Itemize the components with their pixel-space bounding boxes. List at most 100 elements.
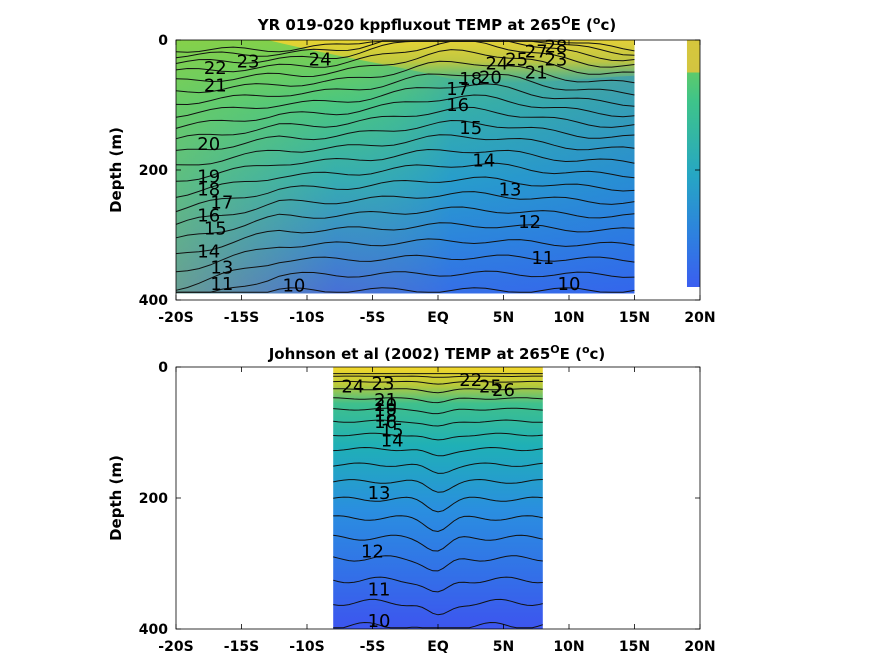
contour-label: 22 — [459, 370, 482, 391]
contour-line — [333, 419, 543, 427]
contour-label: 11 — [210, 274, 233, 295]
contour-line — [333, 375, 543, 378]
contour-label: 20 — [374, 395, 397, 416]
contour-label: 13 — [368, 483, 391, 504]
panel2-title-sup: O — [550, 343, 559, 356]
panel1-title-unit-sup: o — [593, 14, 601, 27]
contour-line — [333, 576, 543, 593]
contour-label: 11 — [368, 580, 391, 601]
contour-line — [175, 206, 635, 239]
panel1-title-end: E ( — [571, 16, 593, 34]
contour-line — [175, 222, 635, 255]
x-tick-label: -5S — [360, 639, 386, 655]
contour-label: 19 — [197, 167, 220, 188]
contour-line — [333, 515, 543, 533]
panel2-title: Johnson et al (2002) TEMP at 265OE (oc) — [268, 343, 606, 363]
contour-label: 24 — [309, 50, 332, 71]
contour-label: 26 — [492, 380, 515, 401]
contour-line — [176, 270, 635, 293]
contour-label: 15 — [381, 421, 404, 442]
contour-label: 16 — [446, 95, 469, 116]
x-tick-label: -20S — [158, 310, 193, 326]
contour-line — [333, 534, 543, 552]
panel1-contour-labels: 23 24222128272425212320181716151413121110… — [197, 37, 580, 297]
x-tick-label: 10N — [553, 639, 584, 655]
x-tick-label: -5S — [360, 310, 386, 326]
panel2-contour-lines — [333, 373, 543, 629]
contour-label: 16 — [374, 412, 397, 433]
contour-label: 18 — [374, 405, 397, 426]
panel1-field-tint — [176, 40, 635, 294]
contour-label: 15 — [204, 219, 227, 240]
panel1-gap — [634, 40, 687, 300]
y-tick-label: 400 — [139, 293, 168, 309]
panel2-ylabel: Depth (m) — [107, 455, 125, 541]
contour-line — [175, 191, 635, 225]
x-tick-label: EQ — [427, 310, 449, 326]
y-tick-label: 0 — [158, 360, 168, 376]
contour-line — [175, 83, 635, 118]
contour-label: 25 — [505, 50, 528, 71]
contour-line — [333, 598, 543, 616]
panel1-field-east-warm — [686, 40, 700, 73]
contour-line — [333, 446, 543, 457]
contour-label: 25 — [479, 377, 502, 398]
contour-line — [175, 238, 635, 273]
contour-label: 21 — [374, 390, 397, 411]
contour-label: 15 — [459, 118, 482, 139]
panel1-ticks: -20S -15S -10S -5S EQ 5N 10N 15N 20N 0 200 400 — [139, 33, 716, 326]
contour-label: 19 — [374, 400, 397, 421]
contour-label: 17 — [446, 79, 469, 100]
contour-label: 21 — [204, 76, 227, 97]
contour-line — [333, 555, 543, 572]
contour-line — [333, 380, 543, 385]
contour-line — [333, 407, 543, 415]
contour-line — [175, 40, 635, 73]
panel1-field — [176, 40, 700, 300]
contour-label: 20 — [479, 68, 502, 89]
contour-line — [333, 496, 543, 513]
contour-line — [175, 60, 635, 94]
x-tick-label: 20N — [684, 310, 715, 326]
panel1-title-main: YR 019-020 kppfluxout TEMP at 265 — [257, 16, 561, 34]
contour-line — [175, 148, 635, 182]
panel1-title: YR 019-020 kppfluxout TEMP at 265OE (oc) — [257, 14, 616, 34]
panel1-title-unit-end: c) — [600, 16, 616, 34]
x-tick-label: EQ — [427, 639, 449, 655]
contour-line — [175, 94, 635, 129]
contour-line — [175, 134, 635, 166]
panel2-title-unit-end: c) — [590, 345, 606, 363]
contour-label: 13 — [499, 180, 522, 201]
contour-label: 22 — [204, 58, 227, 79]
contour-label: 28 — [544, 37, 567, 58]
contour-label: 12 — [518, 212, 541, 233]
contour-line — [333, 397, 543, 404]
contour-label: 11 — [531, 248, 554, 269]
panel1-title-sup: O — [561, 14, 570, 27]
contour-label: 10 — [282, 276, 305, 297]
contour-line — [176, 287, 635, 293]
contour-line — [175, 162, 635, 198]
x-tick-label: -20S — [158, 639, 193, 655]
x-tick-label: 5N — [493, 639, 514, 655]
contour-label: 17 — [210, 193, 233, 214]
x-tick-label: -10S — [289, 310, 324, 326]
contour-label: 12 — [361, 542, 384, 563]
contour-label: 24 — [341, 377, 364, 398]
panel1-contour-lines — [175, 40, 635, 293]
x-tick-label: 5N — [493, 310, 514, 326]
x-tick-label: 15N — [619, 310, 650, 326]
contour-label: 23 — [237, 51, 260, 72]
contour-line — [175, 119, 635, 151]
contour-label: 14 — [197, 241, 220, 262]
contour-line — [175, 176, 635, 213]
contour-line — [175, 106, 635, 140]
contour-label: 23 — [372, 373, 395, 394]
panel1-ylabel: Depth (m) — [107, 127, 125, 213]
contour-label: 20 — [197, 134, 220, 155]
contour-line — [333, 478, 543, 493]
panel2-field-base — [333, 367, 543, 629]
y-tick-label: 200 — [139, 163, 168, 179]
y-tick-label: 0 — [158, 33, 168, 49]
